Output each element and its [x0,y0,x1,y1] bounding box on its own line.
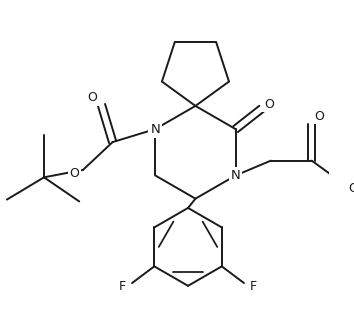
Text: N: N [150,123,160,136]
Text: F: F [119,280,126,293]
Text: N: N [231,169,240,182]
Text: O: O [70,167,80,180]
Text: O: O [264,98,274,110]
Text: O: O [314,110,324,123]
Text: F: F [250,280,257,293]
Text: O: O [348,182,354,195]
Text: O: O [87,91,97,104]
